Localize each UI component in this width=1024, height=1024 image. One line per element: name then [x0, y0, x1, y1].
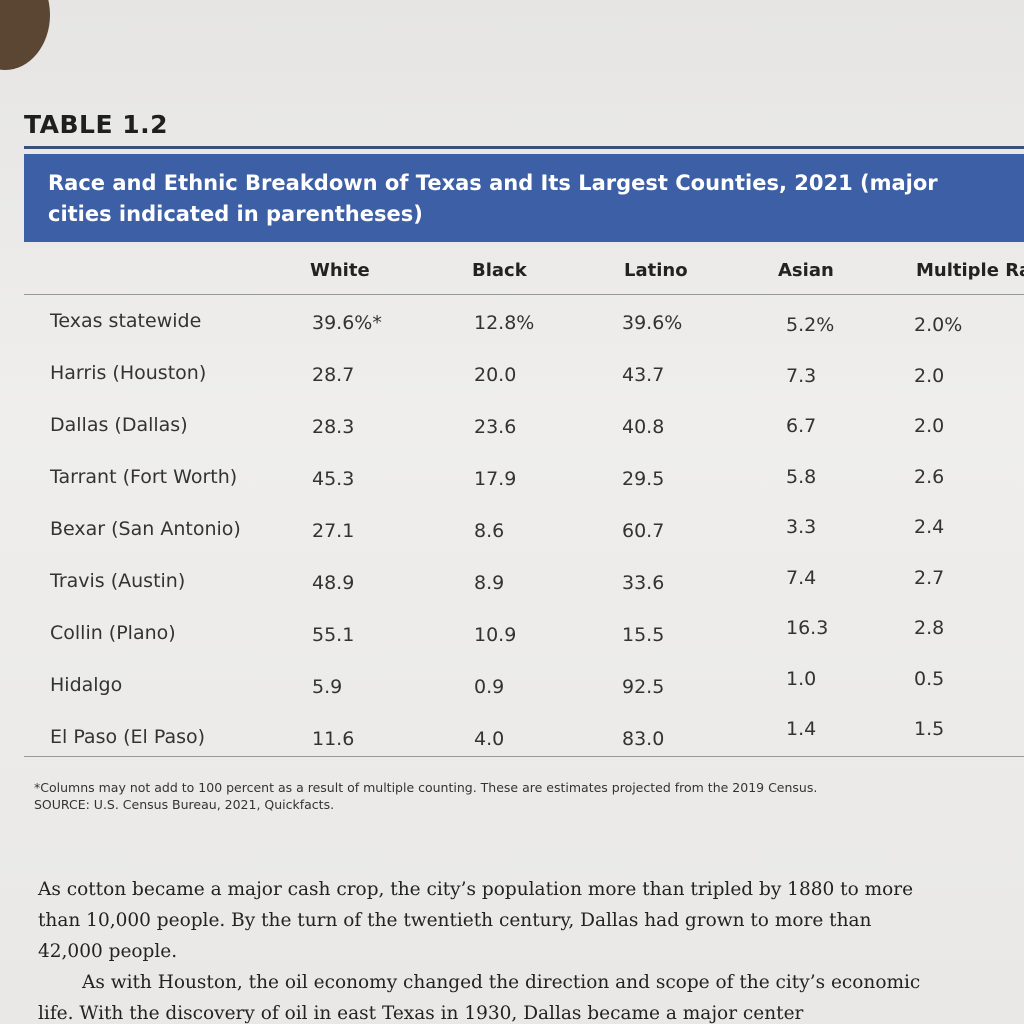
column-header: White: [310, 260, 370, 281]
row-label: Bexar (San Antonio): [50, 518, 241, 540]
table-cell: 23.6: [474, 416, 517, 438]
row-label: Hidalgo: [50, 674, 123, 696]
table-cell: 3.3: [786, 516, 817, 538]
row-label: Harris (Houston): [50, 362, 207, 384]
row-label: El Paso (El Paso): [50, 726, 206, 748]
title-band: Race and Ethnic Breakdown of Texas and I…: [24, 154, 1024, 242]
table-cell: 2.0: [914, 364, 945, 387]
table-cell: 28.3: [312, 416, 355, 438]
paragraph: As with Houston, the oil economy changed…: [38, 972, 921, 1024]
table-cell: 10.9: [474, 624, 517, 646]
table-cell: 16.3: [786, 617, 829, 639]
table-label: TABLE 1.2: [24, 110, 169, 139]
table-cell: 5.9: [312, 676, 343, 698]
table-cell: 8.6: [474, 520, 505, 542]
table-cell: 29.5: [622, 468, 665, 490]
column-header: Black: [472, 260, 527, 281]
table-cell: 48.9: [312, 572, 355, 594]
row-label: Texas statewide: [50, 310, 202, 332]
footnote: *Columns may not add to 100 percent as a…: [34, 780, 818, 795]
table-cell: 28.7: [312, 364, 355, 386]
table-cell: 39.6%*: [312, 312, 382, 334]
rule: [24, 146, 1024, 149]
table-cell: 2.0%: [914, 314, 963, 336]
table-cell: 7.4: [786, 566, 817, 589]
table-cell: 2.8: [914, 617, 945, 639]
table-cell: 45.3: [312, 468, 355, 490]
table-cell: 39.6%: [622, 312, 683, 334]
row-label: Tarrant (Fort Worth): [50, 466, 238, 488]
table-cell: 5.2%: [786, 314, 835, 336]
table-cell: 1.5: [914, 718, 945, 740]
source: SOURCE: U.S. Census Bureau, 2021, Quickf…: [34, 797, 335, 812]
table-cell: 12.8%: [474, 312, 535, 334]
table-cell: 15.5: [622, 624, 665, 646]
row-label: Dallas (Dallas): [50, 414, 188, 436]
table-cell: 92.5: [622, 676, 665, 698]
table-cell: 7.3: [786, 364, 817, 387]
table-cell: 1.0: [786, 667, 817, 690]
rule: [24, 294, 1024, 295]
table-cell: 17.9: [474, 468, 517, 490]
data-table: White Black Latino Asian Multiple Races Texas…: [0, 250, 1024, 760]
table-cell: 2.6: [914, 465, 945, 488]
table-cell: 2.4: [914, 516, 945, 538]
table-cell: 4.0: [474, 728, 505, 750]
column-header: Latino: [624, 260, 688, 281]
rule: [24, 756, 1024, 757]
table-cell: 1.4: [786, 718, 817, 740]
table-cell: 40.8: [622, 416, 665, 438]
row-label: Travis (Austin): [50, 570, 186, 592]
table-cell: 2.7: [914, 566, 945, 589]
table-cell: 55.1: [312, 624, 355, 646]
table-cell: 33.6: [622, 572, 665, 594]
table-cell: 27.1: [312, 520, 355, 542]
table-cell: 11.6: [312, 728, 355, 750]
table-cell: 5.8: [786, 465, 817, 488]
finger: [0, 0, 50, 70]
table-cell: 0.9: [474, 676, 505, 698]
column-header: Multiple Races: [916, 260, 1024, 281]
table-cell: 0.5: [914, 667, 945, 690]
table-cell: 20.0: [474, 364, 517, 386]
paragraph: As cotton became a major cash crop, the …: [38, 879, 914, 962]
row-label: Collin (Plano): [50, 622, 176, 644]
table-cell: 6.7: [786, 415, 817, 437]
table-cell: 43.7: [622, 364, 665, 386]
table-cell: 60.7: [622, 520, 665, 542]
table-cell: 83.0: [622, 728, 665, 750]
table-cell: 8.9: [474, 572, 505, 594]
header-clip: Multiple Races: [916, 260, 1024, 281]
table-title: Race and Ethnic Breakdown of Texas and I…: [48, 171, 938, 226]
column-header: Asian: [778, 260, 834, 281]
table-cell: 2.0: [914, 415, 945, 437]
